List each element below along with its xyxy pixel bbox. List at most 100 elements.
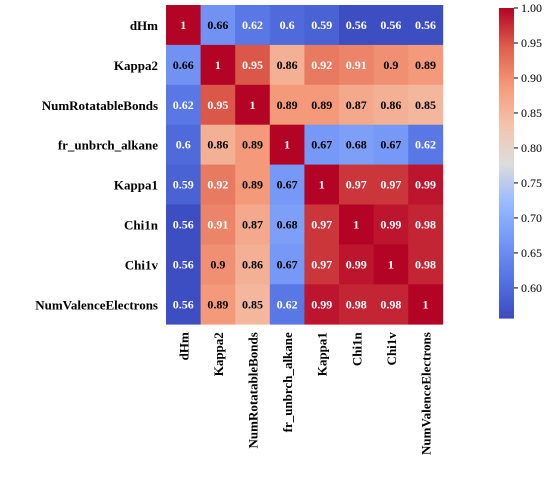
heatmap-cell-NumRotatableBonds-Chi1n [339,84,374,126]
heatmap-cell-Kappa1-NumValenceElectrons [408,164,444,205]
colorbar-segment [499,303,514,307]
heatmap-cell-NumRotatableBonds-NumRotatableBonds [235,84,271,126]
colorbar-segment [499,35,514,39]
colorbar-segment [499,75,514,79]
heatmap-cell-Kappa2-Kappa1 [304,44,340,86]
cell-value-label: 0.98 [380,297,401,311]
heatmap-cell-NumRotatableBonds-dHm [166,84,201,126]
colorbar-segment [499,205,514,209]
colorbar-segment [499,83,514,87]
colorbar-segment [499,228,514,232]
colorbar-segment [499,103,514,107]
heatmap-cell-fr_unbrch_alkane-fr_unbrch_alkane [269,124,305,165]
row-label-Kappa2: Kappa2 [114,58,158,73]
colorbar-segment [499,68,514,72]
colorbar-segment [499,290,514,294]
heatmap-cell-NumRotatableBonds-fr_unbrch_alkane [269,84,305,126]
colorbar-segment [499,148,514,152]
colorbar-segment [499,85,514,89]
colorbar-segment [499,130,514,134]
heatmap-cell-Chi1v-NumRotatableBonds [235,244,271,285]
colorbar-segment [499,55,514,59]
colorbar-segment [499,43,514,47]
colorbar-tick-label: 0.80 [521,141,542,155]
heatmap-cell-dHm-NumValenceElectrons [408,5,444,46]
colorbar-segment [499,173,514,177]
cell-value-label: 0.86 [242,257,263,271]
colorbar-segment [499,110,514,114]
heatmap-cell-NumValenceElectrons-fr_unbrch_alkane [269,284,305,325]
colorbar-segment [499,278,514,282]
colorbar-segment [499,310,514,314]
row-label-dHm: dHm [130,18,158,33]
colorbar-segment [499,263,514,267]
colorbar-segment [499,25,514,29]
colorbar-segment [499,93,514,97]
colorbar-tick-label: 0.75 [521,176,542,190]
cell-value-label: 0.56 [380,18,401,32]
cell-value-label: 0.89 [311,98,332,112]
colorbar-tick-label: 0.60 [521,281,542,295]
cell-value-label: 0.89 [207,297,228,311]
colorbar-segment [499,153,514,157]
cell-value-label: 0.87 [346,98,367,112]
colorbar-segment [499,293,514,297]
colorbar-segment [499,170,514,174]
heatmap-cell-labels: 1 0.66 0.62 0.6 0.59 0.56 0.56 0.56 0.66 1 0.95 0.8… [173,18,436,311]
heatmap-cell-Kappa1-Kappa1 [304,164,340,205]
heatmap-cell-fr_unbrch_alkane-NumRotatableBonds [235,124,271,165]
colorbar-segment [499,180,514,184]
cell-value-label: 0.66 [173,58,194,72]
colorbar-tick-label: 0.85 [521,106,542,120]
cell-value-label: 0.85 [415,98,436,112]
column-label-NumRotatableBonds: NumRotatableBonds [246,332,261,448]
cell-value-label: 0.56 [173,297,194,311]
row-labels: dHm Kappa2 NumRotatableBonds fr_unbrch_alka… [35,18,159,312]
colorbar-segment [499,223,514,227]
colorbar-segment [499,273,514,277]
cell-value-label: 0.6 [280,18,295,32]
cell-value-label: 0.85 [242,297,263,311]
colorbar-tick-label: 0.90 [521,71,542,85]
heatmap-cell-Kappa2-Kappa2 [200,44,236,86]
colorbar-segment [499,40,514,44]
cell-value-label: 0.89 [277,98,298,112]
cell-value-label: 0.62 [415,138,436,152]
cell-value-label: 0.92 [207,178,228,192]
colorbar-segment [499,240,514,244]
heatmap-cell-NumRotatableBonds-Chi1v [373,84,409,126]
colorbar-segment [499,300,514,304]
heatmap-cell-Chi1v-Kappa2 [200,244,236,285]
colorbar-segment [499,213,514,217]
colorbar-segment [499,100,514,104]
colorbar-segment [499,195,514,199]
row-label-NumValenceElectrons: NumValenceElectrons [35,297,158,312]
colorbar-tick-label: 1.00 [521,1,542,15]
heatmap-cell-Kappa1-NumRotatableBonds [235,164,271,205]
colorbar-segment [499,115,514,119]
cell-value-label: 0.9 [210,257,225,271]
colorbar-segment [499,245,514,249]
colorbar-segment [499,145,514,149]
colorbar-segment [499,280,514,284]
heatmap-cell-Chi1n-Chi1v [373,204,409,245]
row-label-Chi1n: Chi1n [124,217,159,232]
cell-value-label: 0.98 [415,217,436,231]
colorbar-segment [499,140,514,144]
heatmap-cell-fr_unbrch_alkane-Chi1n [339,124,374,165]
heatmap-cell-Chi1v-Kappa1 [304,244,340,285]
colorbar-segment [499,198,514,202]
heatmap-cell-Chi1n-Chi1n [339,204,374,245]
colorbar-segment [499,270,514,274]
colorbar-segment [499,30,514,34]
column-label-Chi1v: Chi1v [384,332,399,366]
colorbar-segment [499,190,514,194]
heatmap-cell-Chi1n-Kappa1 [304,204,340,245]
colorbar-segment [499,258,514,262]
colorbar-segment [499,238,514,242]
colorbar-segment [499,8,514,12]
heatmap-cell-dHm-fr_unbrch_alkane [269,5,305,46]
heatmap-cell-NumValenceElectrons-dHm [166,284,201,325]
colorbar-segment [499,308,514,312]
